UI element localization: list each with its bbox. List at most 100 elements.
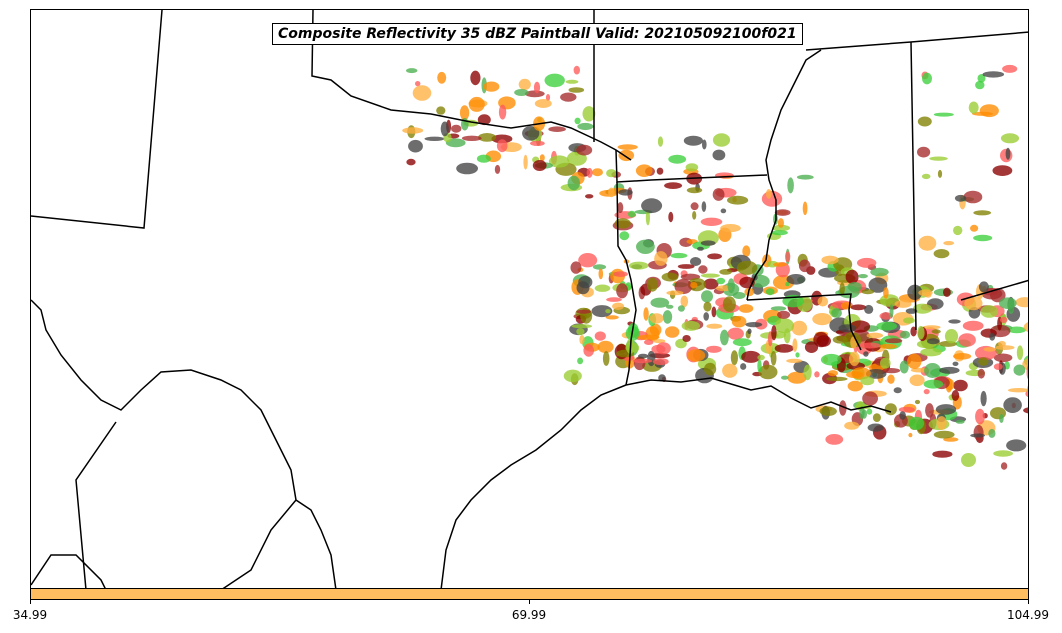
paintball-blob <box>814 371 820 378</box>
paintball-blob <box>706 345 722 353</box>
paintball-blob <box>415 81 421 87</box>
paintball-blob <box>774 318 795 334</box>
paintball-blob <box>975 408 985 425</box>
paintball-blob <box>711 306 717 318</box>
paintball-blob <box>568 87 585 93</box>
paintball-blob <box>440 121 449 137</box>
paintball-blob <box>839 282 845 295</box>
paintball-blob <box>771 230 788 236</box>
paintball-blob <box>910 326 917 337</box>
paintball-blob <box>573 65 580 75</box>
colorbar-tick-mark-0 <box>30 600 31 604</box>
paintball-blob <box>567 175 580 191</box>
paintball-blob <box>539 154 545 162</box>
paintball-blob <box>565 79 579 84</box>
paintball-blob <box>576 309 591 314</box>
paintball-blob <box>456 162 478 175</box>
paintball-blob <box>917 146 931 158</box>
paintball-blob <box>646 277 659 292</box>
paintball-blob <box>592 264 607 270</box>
paintball-blob <box>787 371 807 384</box>
paintball-blob <box>894 300 912 308</box>
paintball-blob <box>931 329 941 334</box>
paintball-blob <box>796 174 814 180</box>
paintball-blob <box>618 189 633 196</box>
paintball-blob <box>594 331 606 341</box>
paintball-blob <box>576 328 585 336</box>
paintball-blob <box>703 301 712 312</box>
paintball-blob <box>586 167 593 178</box>
paintball-blob <box>476 154 491 163</box>
paintball-blob <box>498 104 507 120</box>
paintball-blob <box>816 335 831 347</box>
paintball-blob <box>988 428 996 438</box>
paintball-blob <box>661 272 679 282</box>
colorbar-tick-mark-2 <box>1028 600 1029 604</box>
paintball-blob <box>917 116 932 127</box>
mexico-state-3 <box>222 499 297 588</box>
paintball-blob <box>687 349 706 362</box>
paintball-blob <box>602 351 610 366</box>
paintball-blob <box>847 380 863 392</box>
paintball-blob <box>923 389 930 395</box>
paintball-blob <box>989 332 996 341</box>
paintball-blob <box>616 283 628 299</box>
paintball-blob <box>774 209 791 216</box>
paintball-blob <box>999 297 1017 310</box>
paintball-blob <box>657 136 664 147</box>
paintball-blob <box>771 325 777 341</box>
paintball-blob <box>870 267 889 277</box>
paintball-blob <box>773 262 787 267</box>
boundary-tn-al <box>960 279 1028 301</box>
paintball-blob <box>690 257 702 266</box>
paintball-blob <box>483 81 500 92</box>
paintball-blob <box>978 281 989 293</box>
paintball-blob <box>716 277 726 285</box>
paintball-blob <box>680 295 689 308</box>
paintball-blob <box>582 106 596 122</box>
paintball-blob <box>980 390 987 407</box>
gulf-coast <box>440 384 627 588</box>
paintball-blob <box>731 315 747 328</box>
paintball-blob <box>936 416 947 430</box>
paintball-blob <box>656 342 671 355</box>
paintball-blob <box>858 274 868 279</box>
paintball-blob <box>677 264 695 269</box>
paintball-blob <box>605 315 619 320</box>
paintball-blob <box>664 182 683 190</box>
paintball-blob <box>993 353 1013 363</box>
paintball-blob <box>933 112 954 117</box>
paintball-blob <box>898 406 915 413</box>
paintball-blob <box>686 187 703 194</box>
paintball-blob <box>461 135 482 141</box>
paintball-blob <box>548 126 566 132</box>
paintball-blob <box>478 133 497 142</box>
paintball-blob <box>914 399 921 405</box>
paintball-blob <box>792 338 798 352</box>
paintball-blob <box>879 343 897 349</box>
paintball-blob <box>770 306 787 311</box>
paintball-blob <box>819 406 837 416</box>
paintball-blob <box>979 104 999 118</box>
paintball-blob <box>570 261 582 274</box>
paintball-blob <box>975 80 985 90</box>
paintball-blob <box>712 133 731 147</box>
paintball-blob <box>1013 364 1026 376</box>
paintball-blob <box>477 114 491 126</box>
paintball-blob <box>522 126 540 141</box>
paintball-blob <box>703 312 709 321</box>
paintball-blob <box>899 330 911 339</box>
paintball-blob <box>999 316 1008 323</box>
boundary-tx-la <box>616 181 637 386</box>
paintball-blob <box>862 391 878 406</box>
colorbar-tick-label-1: 69.99 <box>511 608 547 622</box>
paintball-blob <box>868 277 888 293</box>
paintball-blob <box>747 328 752 335</box>
paintball-blob <box>795 352 800 358</box>
paintball-blob <box>884 338 903 344</box>
paintball-blob <box>681 320 700 331</box>
paintball-blob <box>1002 64 1018 73</box>
paintball-blob <box>437 71 447 84</box>
paintball-blob <box>700 240 716 246</box>
paintball-blob <box>560 92 577 102</box>
